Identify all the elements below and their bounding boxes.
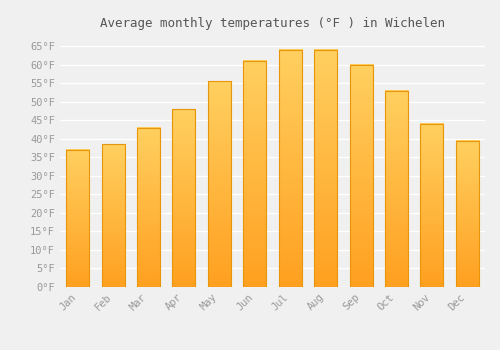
- Bar: [102, 144, 124, 287]
- Bar: [420, 124, 444, 287]
- Bar: [137, 128, 160, 287]
- Bar: [278, 50, 301, 287]
- Bar: [244, 61, 266, 287]
- Bar: [314, 50, 337, 287]
- Bar: [66, 150, 89, 287]
- Bar: [385, 91, 408, 287]
- Title: Average monthly temperatures (°F ) in Wichelen: Average monthly temperatures (°F ) in Wi…: [100, 17, 445, 30]
- Bar: [350, 65, 372, 287]
- Bar: [208, 81, 231, 287]
- Bar: [456, 141, 479, 287]
- Bar: [172, 109, 196, 287]
